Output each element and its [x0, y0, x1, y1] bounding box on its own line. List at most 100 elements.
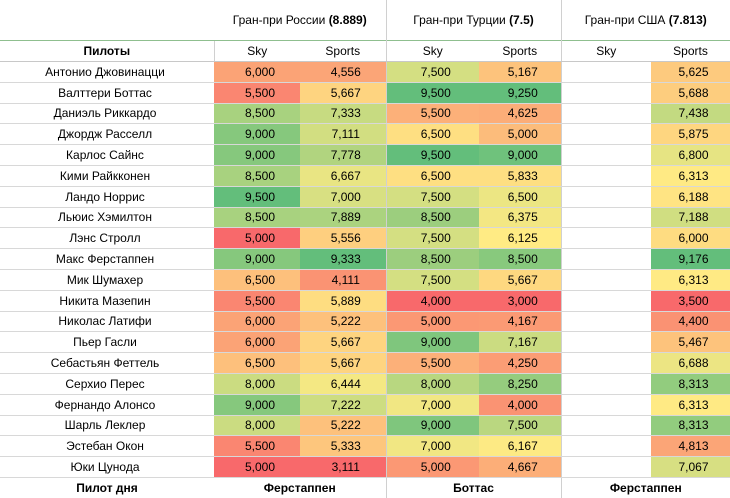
- score-russia-sky: 8,000: [214, 415, 300, 437]
- score-turkey-sports: 8,500: [479, 248, 562, 270]
- table-row: Николас Латифи 6,000 5,222 5,000 4,167 4,400: [0, 311, 730, 333]
- score-turkey-sports: 4,000: [479, 394, 562, 416]
- pilot-name: Пьер Гасли: [0, 331, 214, 354]
- score-turkey-sports: 3,000: [479, 290, 562, 312]
- table-row: Макс Ферстаппен 9,000 9,333 8,500 8,500 9,176: [0, 248, 730, 270]
- gp-label: Гран-при США: [584, 13, 669, 27]
- score-turkey-sky: 8,500: [386, 207, 479, 229]
- sky-header: Sky: [213, 40, 300, 62]
- score-turkey-sky: 5,500: [386, 352, 479, 374]
- score-usa-sports: 6,313: [651, 165, 730, 187]
- gp-label: Гран-при Турции: [413, 13, 510, 27]
- gp-usa-header: Гран-при США (7.813): [561, 0, 730, 41]
- gp-label: Гран-при России: [232, 13, 329, 27]
- sports-header: Sports: [479, 40, 562, 62]
- score-usa-sports: 5,625: [651, 61, 730, 83]
- score-usa-sky: [561, 186, 651, 208]
- score-usa-sky: [561, 144, 651, 166]
- table-row: Валттери Боттас 5,500 5,667 9,500 9,250 5,688: [0, 82, 730, 104]
- score-russia-sports: 4,111: [300, 269, 387, 291]
- score-turkey-sports: 6,167: [479, 435, 562, 458]
- score-usa-sports: 6,688: [651, 352, 730, 374]
- score-turkey-sports: 6,375: [479, 207, 562, 229]
- score-usa-sky: [561, 352, 651, 374]
- score-russia-sky: 9,000: [214, 123, 300, 146]
- score-russia-sky: 5,000: [214, 456, 300, 478]
- driver-of-the-day-winner: Ферстаппен: [214, 476, 387, 498]
- score-usa-sky: [561, 415, 651, 437]
- sky-header: Sky: [561, 40, 651, 62]
- score-turkey-sports: 4,167: [479, 311, 562, 333]
- score-russia-sports: 5,667: [300, 352, 387, 374]
- corner-cell: [0, 0, 214, 41]
- score-usa-sports: 8,313: [651, 373, 730, 395]
- score-turkey-sky: 9,500: [386, 144, 479, 166]
- score-turkey-sports: 9,000: [479, 144, 562, 166]
- score-usa-sky: [561, 290, 651, 312]
- score-usa-sports: 3,500: [651, 290, 730, 312]
- score-usa-sports: 8,313: [651, 415, 730, 437]
- pilot-name: Серхио Перес: [0, 373, 214, 395]
- score-russia-sports: 6,667: [300, 165, 387, 187]
- score-usa-sports: 9,176: [651, 248, 730, 270]
- score-usa-sports: 7,438: [651, 103, 730, 125]
- pilot-name: Фернандо Алонсо: [0, 394, 214, 416]
- gp-russia-header: Гран-при России (8.889): [214, 0, 387, 41]
- score-turkey-sky: 8,500: [386, 248, 479, 270]
- score-russia-sky: 6,000: [214, 311, 300, 333]
- score-russia-sky: 6,000: [214, 331, 300, 354]
- table-row: Ландо Норрис 9,500 7,000 7,500 6,500 6,188: [0, 186, 730, 208]
- score-usa-sports: 7,067: [651, 456, 730, 478]
- score-turkey-sports: 8,250: [479, 373, 562, 395]
- score-turkey-sky: 7,500: [386, 227, 479, 250]
- pilot-name: Антонио Джовинацци: [0, 61, 214, 83]
- sports-header: Sports: [300, 40, 387, 62]
- table-row: Эстебан Окон 5,500 5,333 7,000 6,167 4,813: [0, 435, 730, 458]
- pilot-name: Эстебан Окон: [0, 435, 214, 458]
- pilot-name: Ландо Норрис: [0, 186, 214, 208]
- score-turkey-sports: 4,250: [479, 352, 562, 374]
- score-russia-sky: 5,500: [214, 435, 300, 458]
- score-turkey-sports: 4,625: [479, 103, 562, 125]
- score-turkey-sky: 6,500: [386, 165, 479, 187]
- score-russia-sports: 9,333: [300, 248, 387, 270]
- score-usa-sports: 4,813: [651, 435, 730, 458]
- score-usa-sky: [561, 435, 651, 458]
- gp-rating: (7.813): [668, 13, 707, 27]
- table-row: Юки Цунода 5,000 3,111 5,000 4,667 7,067: [0, 456, 730, 478]
- score-turkey-sky: 7,000: [386, 394, 479, 416]
- gp-rating: (8.889): [328, 13, 367, 27]
- score-russia-sports: 5,889: [300, 290, 387, 312]
- score-russia-sports: 4,556: [300, 61, 387, 83]
- score-usa-sports: 7,188: [651, 207, 730, 229]
- score-turkey-sports: 6,125: [479, 227, 562, 250]
- score-russia-sports: 5,667: [300, 82, 387, 104]
- score-usa-sky: [561, 103, 651, 125]
- score-russia-sky: 8,500: [214, 207, 300, 229]
- score-russia-sports: 5,556: [300, 227, 387, 250]
- score-turkey-sports: 4,667: [479, 456, 562, 478]
- score-russia-sports: 7,333: [300, 103, 387, 125]
- pilot-name: Лэнс Стролл: [0, 227, 214, 250]
- score-turkey-sports: 5,000: [479, 123, 562, 146]
- score-usa-sports: 4,400: [651, 311, 730, 333]
- score-usa-sports: 5,688: [651, 82, 730, 104]
- pilot-name: Валттери Боттас: [0, 82, 214, 104]
- score-russia-sports: 5,333: [300, 435, 387, 458]
- score-usa-sky: [561, 165, 651, 187]
- driver-of-the-day-winner: Боттас: [386, 476, 562, 498]
- pilot-name: Николас Латифи: [0, 311, 214, 333]
- score-russia-sky: 5,000: [214, 227, 300, 250]
- score-usa-sky: [561, 456, 651, 478]
- score-usa-sky: [561, 331, 651, 354]
- table-row: Лэнс Стролл 5,000 5,556 7,500 6,125 6,000: [0, 227, 730, 250]
- score-usa-sky: [561, 311, 651, 333]
- score-usa-sports: 6,800: [651, 144, 730, 166]
- score-turkey-sports: 5,167: [479, 61, 562, 83]
- score-turkey-sports: 7,500: [479, 415, 562, 437]
- table-row: Льюис Хэмилтон 8,500 7,889 8,500 6,375 7,188: [0, 207, 730, 229]
- score-usa-sky: [561, 373, 651, 395]
- score-turkey-sports: 5,667: [479, 269, 562, 291]
- score-russia-sky: 9,000: [214, 144, 300, 166]
